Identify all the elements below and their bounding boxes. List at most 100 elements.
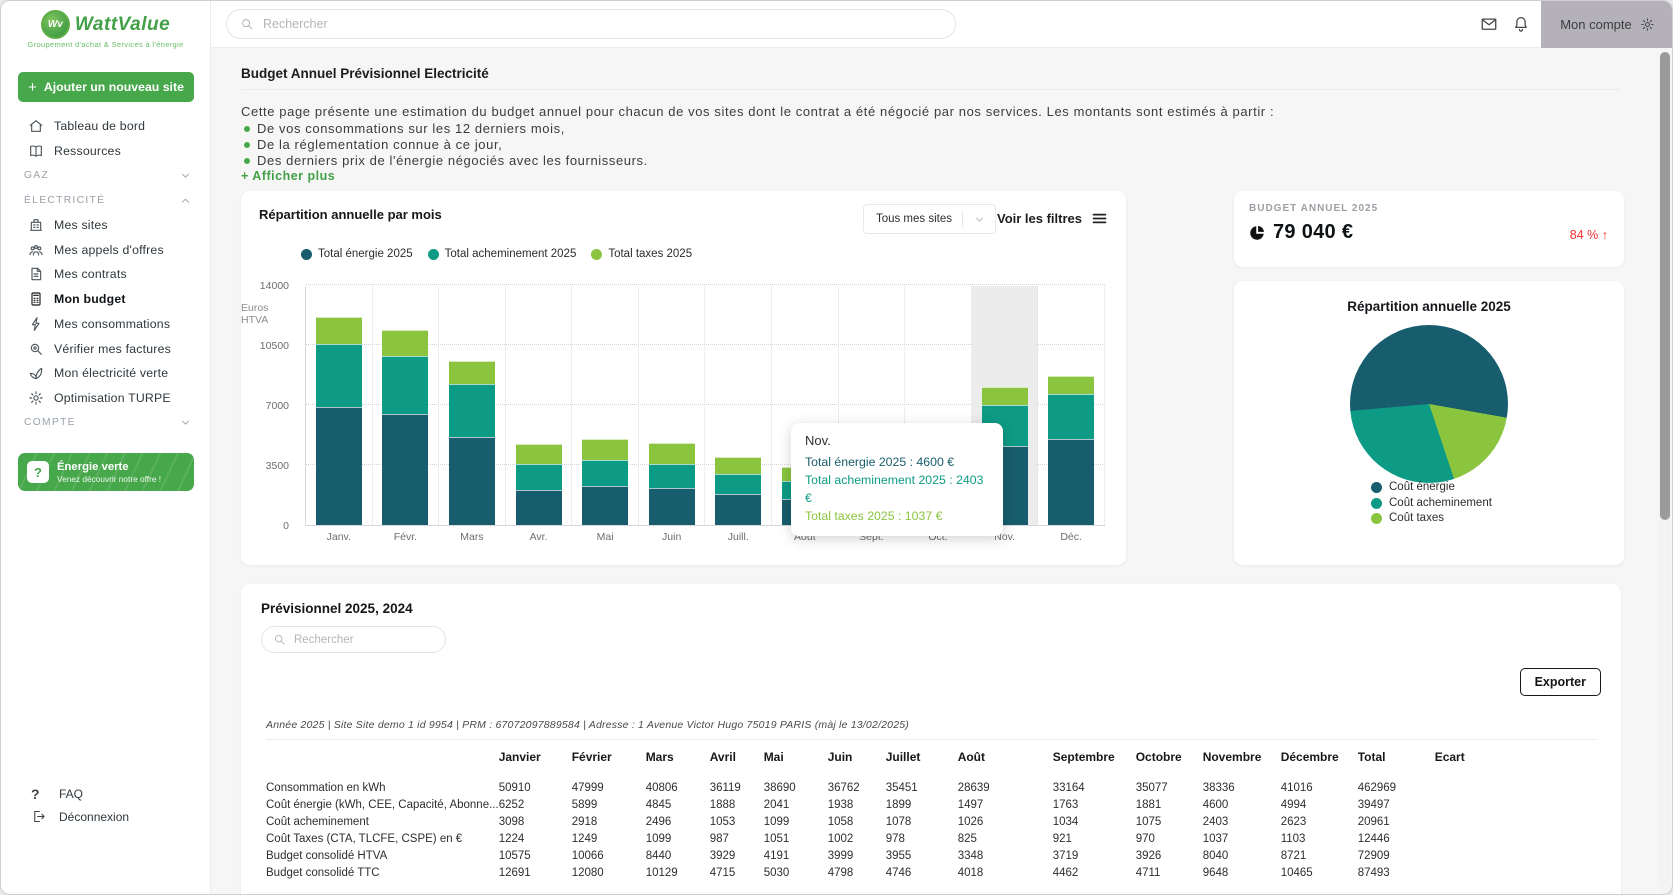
cell: 28639: [958, 779, 1053, 796]
bar-chart-legend: Total énergie 2025 Total acheminement 202…: [301, 248, 692, 260]
cell: 20961: [1358, 813, 1435, 830]
footer-item-faq[interactable]: ?FAQ: [1, 782, 210, 805]
brand-name: WattValue: [75, 14, 170, 36]
sidebar-item-mes-appels-d-offres[interactable]: Mes appels d'offres: [1, 237, 210, 262]
question-icon: ?: [27, 461, 49, 483]
cell: 987: [710, 830, 764, 847]
global-search-input[interactable]: [263, 17, 942, 31]
stacked-bar-fevr[interactable]: [382, 330, 428, 525]
cell: 12691: [499, 864, 572, 881]
table-search-input[interactable]: [294, 634, 434, 646]
cell: 35077: [1136, 779, 1203, 796]
footer-item-deconnexion[interactable]: Déconnexion: [1, 805, 210, 828]
table-search[interactable]: [261, 626, 446, 653]
question-icon: ?: [31, 786, 46, 801]
legend-item-total-taxes-2025[interactable]: Total taxes 2025: [591, 248, 692, 260]
budget-delta-value: 84 %: [1570, 228, 1599, 242]
sidebar-item-ressources[interactable]: Ressources: [1, 139, 210, 164]
legend-item-total-acheminement-2025[interactable]: Total acheminement 2025: [428, 248, 577, 260]
contracts-icon: [28, 266, 44, 282]
y-axis: Euros HTVA 0350070001050014000: [241, 286, 298, 526]
section-label: ÉLECTRICITÉ: [24, 195, 105, 206]
bar-segment: [1048, 439, 1094, 525]
cell: 4715: [710, 864, 764, 881]
x-tick-label: Janv.: [306, 531, 372, 543]
column-header: [266, 746, 499, 779]
table-row-budget-consolide-htva: Budget consolidé HTVA1057510066844039294…: [266, 847, 1505, 864]
stacked-bar-mai[interactable]: [582, 439, 628, 525]
site-filter-select[interactable]: Tous mes sites: [863, 204, 996, 234]
cell: 1497: [958, 796, 1053, 813]
bar-segment: [1048, 376, 1094, 395]
cell: 41016: [1281, 779, 1358, 796]
show-more-link[interactable]: + Afficher plus: [241, 169, 335, 183]
pie-legend-item-cout-acheminement: Coût acheminement: [1371, 496, 1492, 512]
bar-segment: [449, 384, 495, 437]
legend-label: Total acheminement 2025: [445, 248, 577, 260]
add-site-button[interactable]: + Ajouter un nouveau site: [18, 72, 194, 102]
notifications-icon[interactable]: [1512, 15, 1530, 33]
export-button[interactable]: Exporter: [1520, 668, 1601, 696]
filters-button[interactable]: Voir les filtres: [997, 210, 1108, 227]
sidebar-item-mes-sites[interactable]: Mes sites: [1, 213, 210, 238]
messages-icon[interactable]: [1480, 15, 1498, 33]
legend-dot: [1371, 513, 1382, 524]
cell: 1249: [572, 830, 646, 847]
gridline: [306, 284, 1105, 285]
sidebar-item-mon-budget[interactable]: Mon budget: [1, 287, 210, 312]
cell: 4798: [828, 864, 886, 881]
scrollbar-thumb[interactable]: [1660, 52, 1670, 520]
brand-tagline: Groupement d'achat & Services à l'énergi…: [1, 40, 210, 49]
month-slot-dec: Déc.: [1038, 286, 1105, 525]
table-row-cout-acheminement: Coût acheminement30982918249610531099105…: [266, 813, 1505, 830]
cell: 3929: [710, 847, 764, 864]
account-menu[interactable]: Mon compte: [1541, 1, 1673, 48]
sidebar-section-gaz[interactable]: GAZ: [1, 163, 210, 188]
cell: 3955: [886, 847, 958, 864]
consumption-icon: [28, 316, 44, 332]
cell: 2403: [1203, 813, 1281, 830]
legend-item-total-energie-2025[interactable]: Total énergie 2025: [301, 248, 413, 260]
x-tick-label: Juill.: [705, 531, 771, 543]
stacked-bar-avr[interactable]: [516, 444, 562, 525]
stacked-bar-janv[interactable]: [316, 317, 362, 525]
page-title: Budget Annuel Prévisionnel Electricité: [241, 66, 489, 81]
title-divider: [241, 89, 1621, 90]
sidebar-item-mes-contrats[interactable]: Mes contrats: [1, 262, 210, 287]
cell: 6252: [499, 796, 572, 813]
cell: 8040: [1203, 847, 1281, 864]
global-search[interactable]: [226, 9, 956, 39]
cell: 4018: [958, 864, 1053, 881]
sidebar-item-verifier-mes-factures[interactable]: Vérifier mes factures: [1, 336, 210, 361]
sidebar-item-mon-electricite-verte[interactable]: Mon électricité verte: [1, 361, 210, 386]
cell: 10465: [1281, 864, 1358, 881]
budget-label: BUDGET ANNUEL 2025: [1249, 203, 1378, 214]
page-scrollbar[interactable]: [1659, 49, 1671, 892]
bar-segment: [316, 317, 362, 344]
cell: 1002: [828, 830, 886, 847]
sidebar-item-label: Mes appels d'offres: [54, 243, 164, 257]
tooltip-line-acheminement: Total acheminement 2025 : 2403 €: [805, 471, 989, 507]
sidebar-item-optimisation-turpe[interactable]: Optimisation TURPE: [1, 386, 210, 411]
sidebar-item-tableau-de-bord[interactable]: Tableau de bord: [1, 114, 210, 139]
cell: 36119: [710, 779, 764, 796]
sidebar-section-electricite[interactable]: ÉLECTRICITÉ: [1, 188, 210, 213]
sidebar-item-mes-consommations[interactable]: Mes consommations: [1, 312, 210, 337]
stacked-bar-juill[interactable]: [715, 457, 761, 525]
x-tick-label: Avr.: [506, 531, 572, 543]
cell: 462969: [1358, 779, 1435, 796]
plus-icon: +: [28, 79, 37, 96]
stacked-bar-juin[interactable]: [649, 443, 695, 525]
sites-icon: [28, 217, 44, 233]
cell: 1058: [828, 813, 886, 830]
stacked-bar-dec[interactable]: [1048, 376, 1094, 525]
sidebar-section-compte[interactable]: COMPTE: [1, 410, 210, 435]
cell: 5899: [572, 796, 646, 813]
green-energy-banner[interactable]: ? Énergie verte Venez découvrir notre of…: [18, 453, 194, 491]
cell: 3926: [1136, 847, 1203, 864]
cell: 40806: [646, 779, 710, 796]
bar-segment: [649, 443, 695, 464]
pie-legend-item-cout-energie: Coût énergie: [1371, 480, 1492, 496]
stacked-bar-mars[interactable]: [449, 361, 495, 525]
x-tick-label: Févr.: [373, 531, 439, 543]
